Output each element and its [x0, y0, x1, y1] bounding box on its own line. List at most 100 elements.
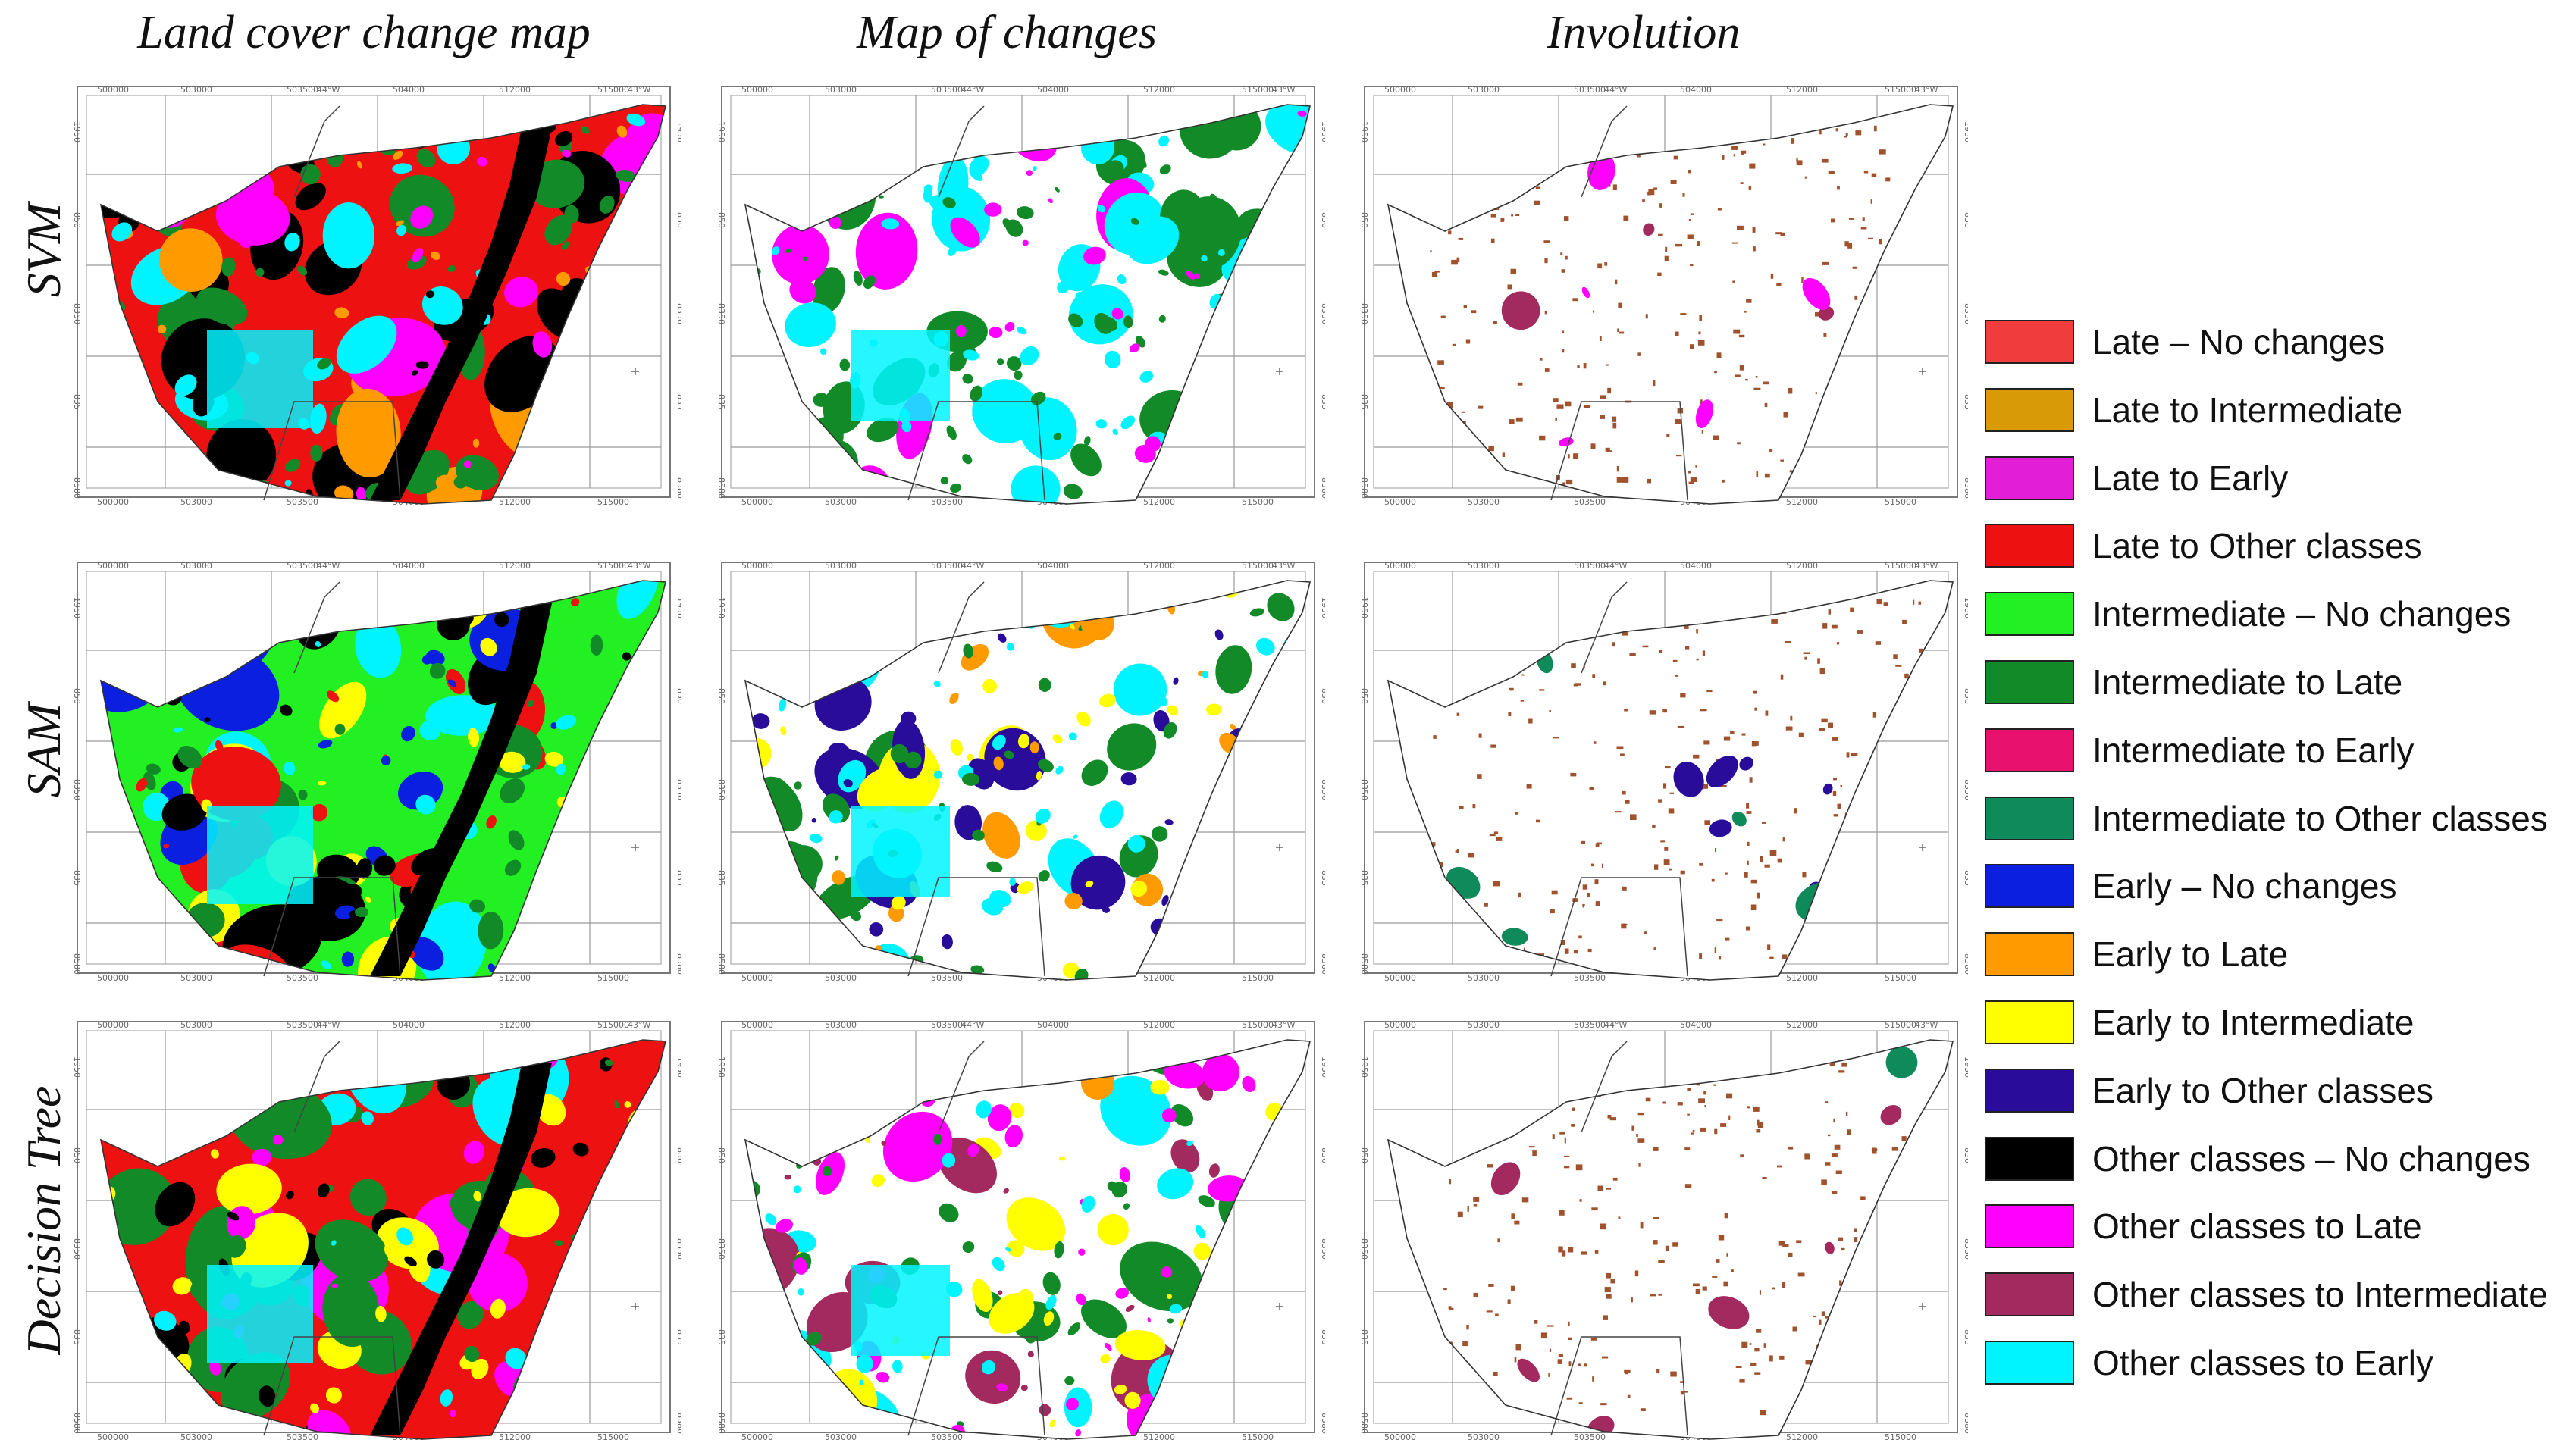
involution-speck [1670, 1371, 1677, 1377]
involution-speck [1902, 619, 1907, 624]
involution-speck [1917, 1348, 1923, 1353]
land-cover-patch [1057, 281, 1069, 294]
involution-speck [1835, 128, 1838, 132]
land-cover-patch [315, 1219, 388, 1282]
involution-speck [1901, 893, 1906, 897]
land-cover-patch [555, 131, 573, 146]
land-cover-patch [776, 596, 794, 613]
study-area-boundary [99, 580, 667, 981]
involution-speck [1474, 640, 1479, 644]
involution-speck [1796, 160, 1803, 166]
tick-label-top: 500000 [1384, 561, 1416, 571]
involution-speck [1515, 812, 1518, 815]
tick-label-top: 512000 [1143, 561, 1175, 571]
land-cover-patch [486, 815, 497, 829]
involution-speck [1760, 856, 1763, 862]
land-cover-patch [1173, 677, 1179, 685]
tick-label-left: 8580 [1359, 477, 1369, 499]
involution-speck [1465, 339, 1471, 344]
land-cover-patch [1257, 747, 1303, 794]
involution-speck [1592, 674, 1596, 678]
involution-speck [1878, 1284, 1883, 1290]
land-cover-patch [217, 610, 223, 618]
land-cover-patch [227, 1040, 273, 1066]
involution-speck [1708, 615, 1716, 622]
involution-speck [1467, 1206, 1469, 1212]
involution-speck [1534, 143, 1536, 148]
land-cover-patch [992, 734, 1006, 750]
involution-speck [1593, 310, 1595, 313]
tick-label-top: 515000 [597, 561, 629, 571]
land-cover-patch [856, 1354, 873, 1373]
involution-speck [1722, 479, 1725, 483]
land-cover-patch [154, 1310, 177, 1331]
land-cover-patch [785, 302, 836, 347]
land-cover-patch [259, 1385, 276, 1407]
involution-speck [1451, 598, 1458, 604]
land-cover-patch [622, 652, 631, 661]
tick-label-left: 8350 [72, 303, 82, 324]
involution-speck [1863, 170, 1869, 174]
land-cover-patch [1038, 759, 1054, 772]
land-cover-patch [1020, 346, 1039, 366]
involution-speck [1684, 604, 1690, 606]
tick-label-meridian: 44°W [961, 561, 984, 571]
legend-item: Early to Late [1985, 931, 2288, 978]
tick-label-left: 835 [1359, 1329, 1369, 1345]
involution-speck [1819, 1319, 1822, 1325]
involution-speck [1726, 1253, 1728, 1257]
involution-speck [1573, 683, 1578, 687]
involution-speck [1854, 1237, 1858, 1243]
involution-speck [1458, 237, 1464, 240]
involution-speck [1750, 1362, 1757, 1366]
involution-speck [1477, 774, 1482, 779]
involution-speck [1669, 792, 1674, 794]
land-cover-patch [361, 1111, 374, 1125]
land-cover-patch [1167, 1318, 1174, 1324]
land-cover-patch [851, 911, 861, 922]
land-cover-patch [331, 1283, 338, 1288]
legend-item: Early to Intermediate [1985, 999, 2414, 1046]
involution-speck [1774, 1066, 1780, 1069]
tick-label-bottom: 512000 [1786, 497, 1818, 507]
study-area-boundary [744, 580, 1312, 981]
land-cover-patch [756, 865, 776, 889]
involution-speck [1723, 736, 1731, 741]
map-svg: 5000005000005030005030005035005035005040… [716, 85, 1325, 507]
involution-speck [1837, 919, 1841, 922]
land-cover-patch [784, 1174, 791, 1180]
involution-speck [1511, 213, 1513, 217]
land-cover-patch [1297, 784, 1309, 797]
involution-speck [1891, 1147, 1898, 1151]
involution-speck [1680, 1391, 1685, 1395]
land-cover-patch [1271, 307, 1280, 317]
involution-speck [1560, 940, 1565, 945]
involution-speck [1620, 753, 1625, 756]
land-cover-patch [1120, 415, 1136, 430]
land-cover-patch [309, 403, 327, 434]
involution-speck [1701, 784, 1709, 789]
legend-label: Other classes to Early [2092, 1343, 2433, 1382]
land-cover-patch [1139, 371, 1154, 383]
map-svg: 5000005000005030005030005035005035005040… [72, 561, 681, 983]
involution-speck [1754, 1372, 1761, 1375]
involution-speck [1577, 365, 1580, 368]
involution-speck [1854, 828, 1861, 832]
tick-label-bottom: 500000 [741, 497, 773, 507]
involution-speck [1763, 1343, 1766, 1348]
land-cover-patch [638, 1357, 647, 1371]
land-cover-patch [202, 1066, 228, 1091]
land-cover-patch [505, 1348, 527, 1369]
involution-speck [1472, 1091, 1478, 1094]
tick-label-left: 8350 [1359, 303, 1369, 324]
land-cover-patch [1288, 420, 1302, 439]
involution-speck [1867, 1310, 1874, 1315]
involution-speck [1642, 199, 1645, 202]
involution-speck [1765, 710, 1769, 716]
involution-speck [1638, 1163, 1641, 1167]
tick-label-top: 503500 [931, 85, 963, 95]
land-cover-patch [1161, 894, 1169, 906]
involution-speck [1691, 1132, 1694, 1135]
land-cover-patch [901, 420, 912, 433]
tick-label-right: 8580 [1963, 953, 1968, 975]
